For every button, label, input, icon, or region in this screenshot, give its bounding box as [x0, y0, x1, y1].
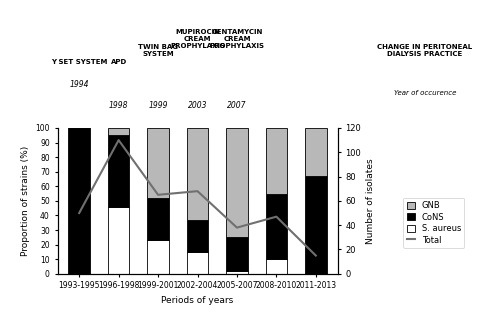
Bar [147, 198, 169, 240]
Bar [186, 252, 208, 274]
Text: 2003: 2003 [188, 101, 208, 110]
Y-axis label: Number of isolates: Number of isolates [366, 158, 376, 244]
Bar [226, 271, 248, 274]
Legend: GNB, CoNS, S. aureus, Total: GNB, CoNS, S. aureus, Total [404, 198, 464, 248]
Bar [305, 128, 326, 176]
Text: TWIN BAG
SYSTEM: TWIN BAG SYSTEM [138, 44, 178, 57]
Bar [305, 176, 326, 274]
Bar [226, 128, 248, 237]
Total [313, 254, 319, 258]
Total [76, 211, 82, 215]
Bar [108, 128, 130, 135]
Bar [186, 220, 208, 252]
Text: Y SET SYSTEM: Y SET SYSTEM [51, 59, 108, 65]
Text: GENTAMYCIN
CREAM
PROPHYLAXIS: GENTAMYCIN CREAM PROPHYLAXIS [210, 29, 264, 49]
Bar [147, 128, 169, 198]
Bar [226, 237, 248, 271]
Bar [266, 259, 287, 274]
Text: 1994: 1994 [70, 80, 89, 89]
Text: Year of occurence: Year of occurence [394, 89, 456, 96]
Text: MUPIROCIN
CREAM
PROPHYLAXIS: MUPIROCIN CREAM PROPHYLAXIS [170, 29, 225, 49]
Text: 1998: 1998 [109, 101, 128, 110]
Text: 1999: 1999 [148, 101, 168, 110]
Bar [108, 135, 130, 207]
Total [274, 215, 280, 219]
Total [234, 226, 240, 230]
Bar [266, 194, 287, 259]
Y-axis label: Proportion of strains (%): Proportion of strains (%) [21, 146, 30, 256]
Bar [266, 128, 287, 194]
X-axis label: Periods of years: Periods of years [162, 296, 234, 305]
Bar [68, 128, 90, 274]
Total [116, 138, 121, 142]
Bar [186, 128, 208, 220]
Bar [108, 207, 130, 274]
Text: 2007: 2007 [227, 101, 246, 110]
Total [194, 189, 200, 193]
Text: APD: APD [110, 59, 127, 65]
Text: CHANGE IN PERITONEAL
DIALYSIS PRACTICE: CHANGE IN PERITONEAL DIALYSIS PRACTICE [378, 44, 472, 57]
Bar [147, 240, 169, 274]
Line: Total: Total [79, 140, 316, 256]
Total [155, 193, 161, 197]
